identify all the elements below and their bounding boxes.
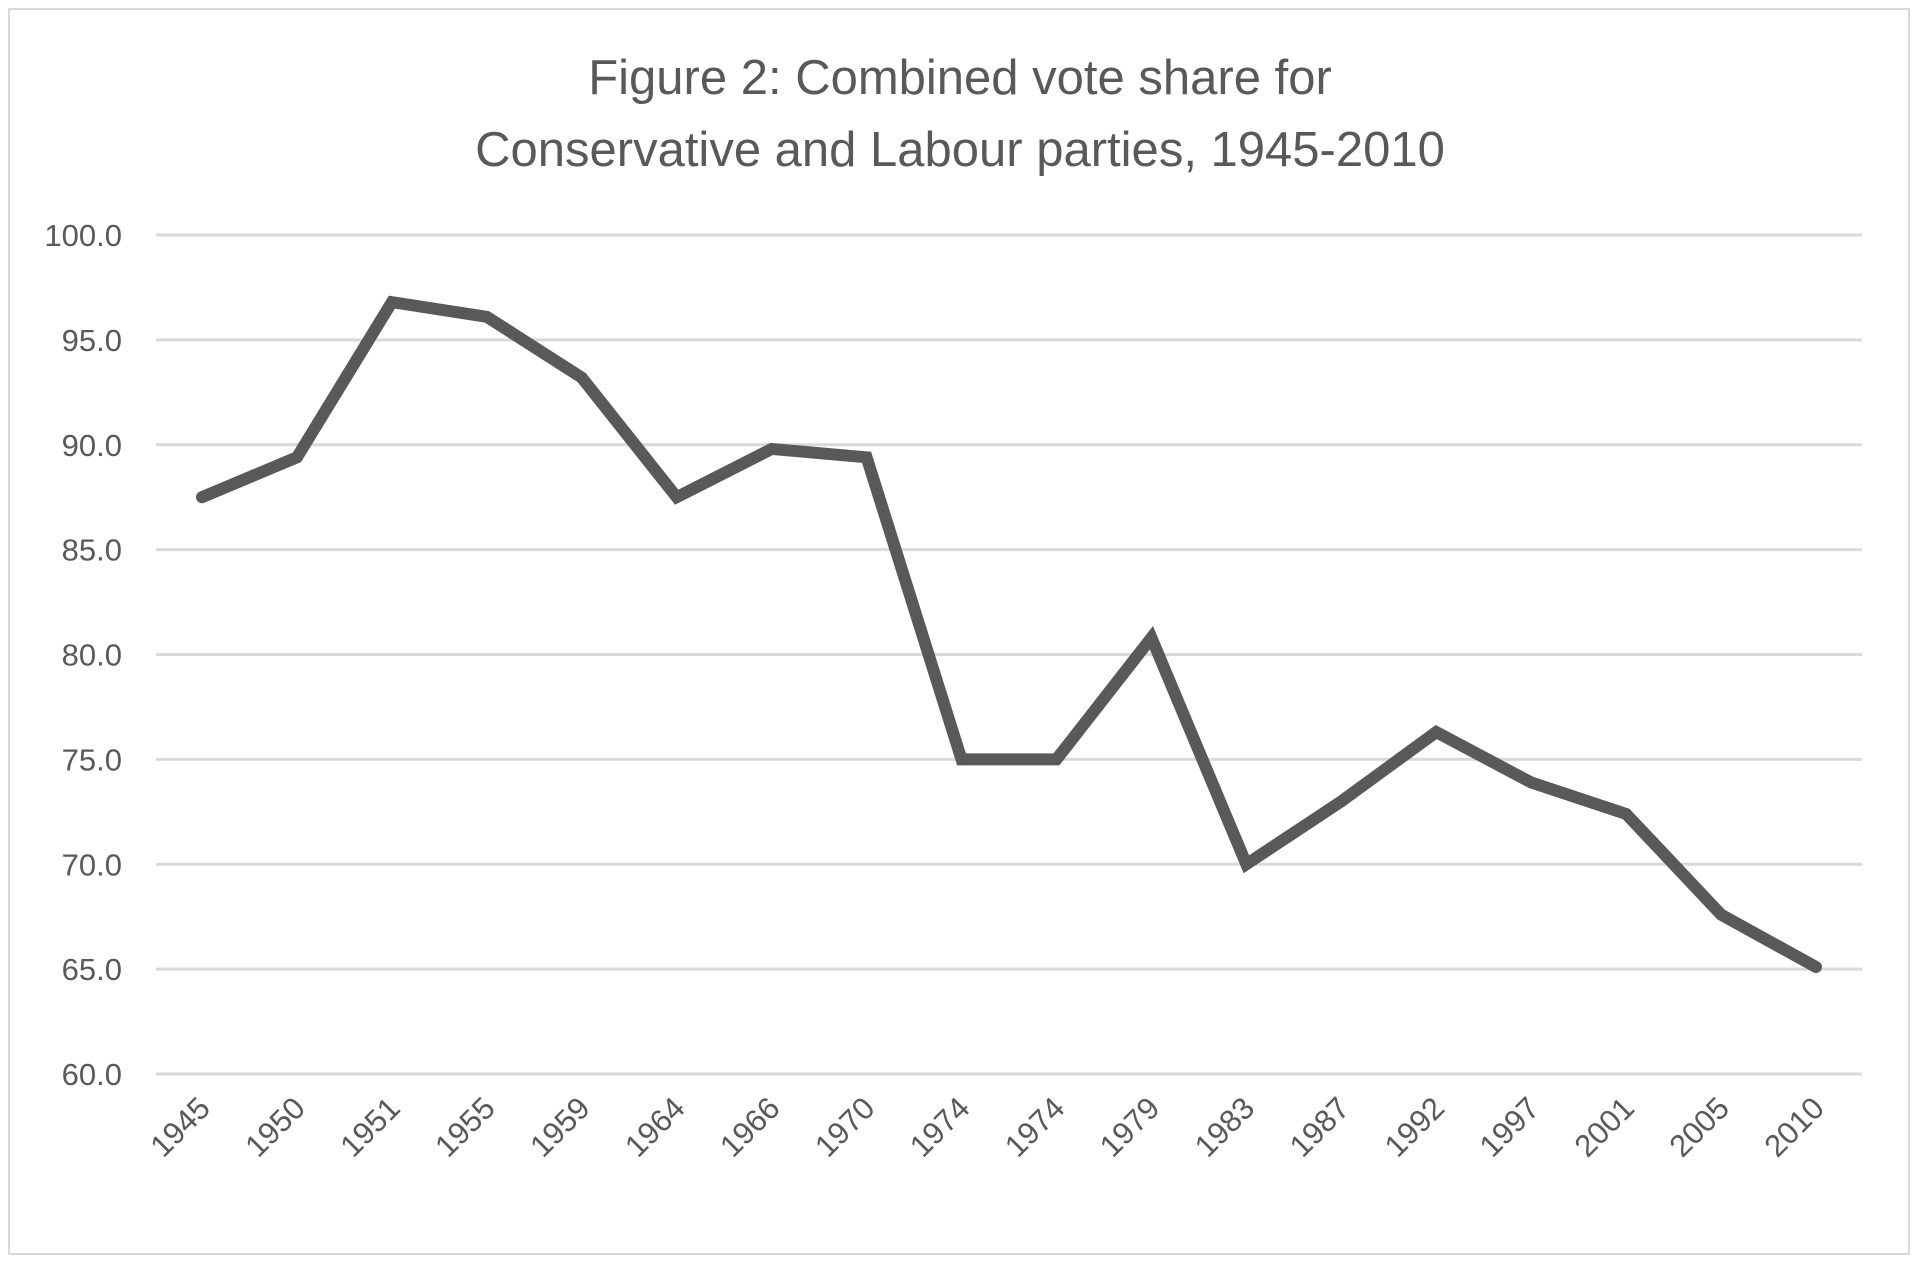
x-tick-label: 1964	[618, 1090, 692, 1164]
x-tick-label: 1974	[903, 1090, 977, 1164]
data-point	[1150, 636, 1153, 639]
data-point	[201, 496, 203, 499]
data-point	[1815, 966, 1817, 969]
series-line	[196, 295, 1822, 974]
data-point	[960, 758, 963, 761]
data-point	[1435, 731, 1438, 734]
chart-title-line-1: Figure 2: Combined vote share for	[588, 51, 1332, 105]
y-tick-label: 90.0	[62, 428, 122, 463]
data-point	[485, 315, 488, 318]
x-tick-label: 1997	[1473, 1090, 1547, 1164]
x-tick-label: 1945	[143, 1090, 217, 1164]
x-tick-label: 2010	[1757, 1090, 1831, 1164]
data-point	[1530, 781, 1533, 784]
x-tick-label: 1950	[238, 1090, 312, 1164]
x-tick-label: 1992	[1378, 1090, 1452, 1164]
x-tick-label: 1966	[713, 1090, 787, 1164]
y-tick-label: 75.0	[62, 742, 122, 777]
chart-title: Figure 2: Combined vote share for Conser…	[0, 42, 1920, 186]
data-point	[865, 456, 868, 459]
x-tick-label: 1987	[1283, 1090, 1357, 1164]
x-tick-label: 2005	[1662, 1090, 1736, 1164]
x-tick-label: 1974	[998, 1090, 1072, 1164]
data-point	[295, 456, 298, 459]
chart-frame	[8, 8, 1910, 1255]
data-point	[1340, 800, 1343, 803]
y-tick-label: 85.0	[62, 533, 122, 568]
data-point	[1720, 913, 1723, 916]
y-tick-label: 70.0	[62, 847, 122, 882]
y-tick-label: 100.0	[44, 218, 122, 253]
y-tick-label: 60.0	[62, 1057, 122, 1092]
y-tick-label: 95.0	[62, 323, 122, 358]
data-point	[390, 301, 393, 304]
x-tick-label: 1951	[333, 1090, 407, 1164]
x-tick-label: 2001	[1568, 1090, 1642, 1164]
x-tick-label: 1959	[523, 1090, 597, 1164]
x-tick-label: 1979	[1093, 1090, 1167, 1164]
chart-title-line-2: Conservative and Labour parties, 1945-20…	[475, 123, 1445, 177]
x-tick-label: 1955	[428, 1090, 502, 1164]
data-point	[1055, 758, 1058, 761]
y-tick-label: 65.0	[62, 952, 122, 987]
x-tick-label: 1983	[1188, 1090, 1262, 1164]
x-tick-label: 1970	[808, 1090, 882, 1164]
data-point	[675, 496, 678, 499]
data-point	[770, 447, 773, 450]
y-tick-label: 80.0	[62, 638, 122, 673]
data-point	[580, 376, 583, 379]
data-point	[1625, 812, 1628, 815]
data-point	[1245, 863, 1248, 866]
